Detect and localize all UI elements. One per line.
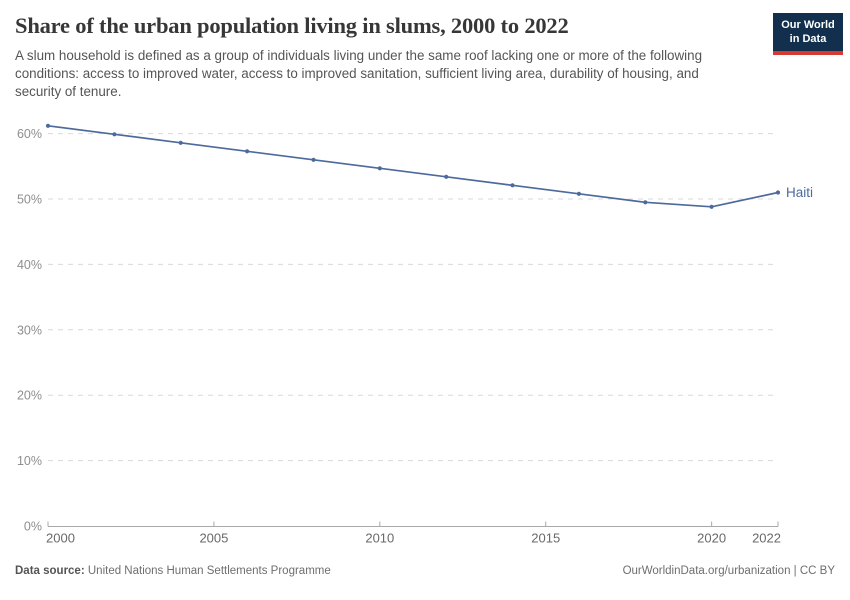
y-axis-tick-label: 20%: [17, 388, 42, 402]
data-point[interactable]: [444, 174, 449, 179]
x-axis-group: 2000 2005 2010 2015 2020 2022: [46, 521, 781, 545]
x-axis-tick-label: 2015: [531, 530, 560, 545]
y-axis-tick-label: 40%: [17, 258, 42, 272]
x-axis-tick-label: 2005: [199, 530, 228, 545]
y-axis-labels-group: 0% 10% 20% 30% 40% 50% 60%: [17, 127, 42, 533]
data-source: Data source: United Nations Human Settle…: [15, 564, 331, 579]
gridlines-group: [48, 132, 778, 461]
data-point[interactable]: [576, 191, 582, 196]
data-point[interactable]: [643, 199, 648, 205]
x-axis-tick-label: 2000: [46, 530, 75, 545]
data-point[interactable]: [775, 190, 781, 195]
data-source-text: United Nations Human Settlements Program…: [84, 564, 331, 577]
chart-header: Share of the urban population living in …: [0, 0, 850, 101]
data-point[interactable]: [245, 148, 250, 154]
series-group[interactable]: Haiti: [45, 123, 813, 209]
data-point[interactable]: [377, 165, 382, 171]
y-axis-tick-label: 10%: [17, 454, 42, 468]
series-line-haiti[interactable]: [47, 124, 779, 208]
chart-subtitle: A slum household is defined as a group o…: [15, 47, 703, 99]
owid-logo[interactable]: Our World in Data: [773, 13, 843, 55]
data-point[interactable]: [709, 204, 714, 209]
data-source-label: Data source:: [15, 564, 85, 577]
x-axis-tick-label: 2010: [365, 530, 394, 545]
data-point[interactable]: [112, 131, 117, 137]
chart-footer: Data source: United Nations Human Settle…: [0, 562, 850, 579]
y-axis-tick-label: 0%: [24, 519, 42, 533]
chart-svg[interactable]: 0% 10% 20% 30% 40% 50% 60% 2000 2005 2010 2015 202…: [0, 102, 850, 562]
page-title: Share of the urban population living in …: [15, 13, 569, 38]
data-point[interactable]: [178, 140, 183, 145]
data-point[interactable]: [311, 157, 316, 162]
y-axis-tick-label: 60%: [17, 127, 42, 141]
x-axis-tick-label: 2020: [697, 530, 726, 545]
data-point[interactable]: [510, 182, 515, 188]
series-label-haiti[interactable]: Haiti: [786, 185, 813, 200]
x-axis-tick-label: 2022: [752, 530, 781, 545]
y-axis-tick-label: 50%: [17, 192, 42, 206]
owid-logo-line1: Our World: [781, 19, 835, 31]
credit-link[interactable]: OurWorldinData.org/urbanization | CC BY: [622, 564, 835, 577]
data-point[interactable]: [45, 123, 51, 128]
owid-logo-line2: in Data: [789, 33, 827, 46]
y-axis-tick-label: 30%: [17, 323, 42, 337]
